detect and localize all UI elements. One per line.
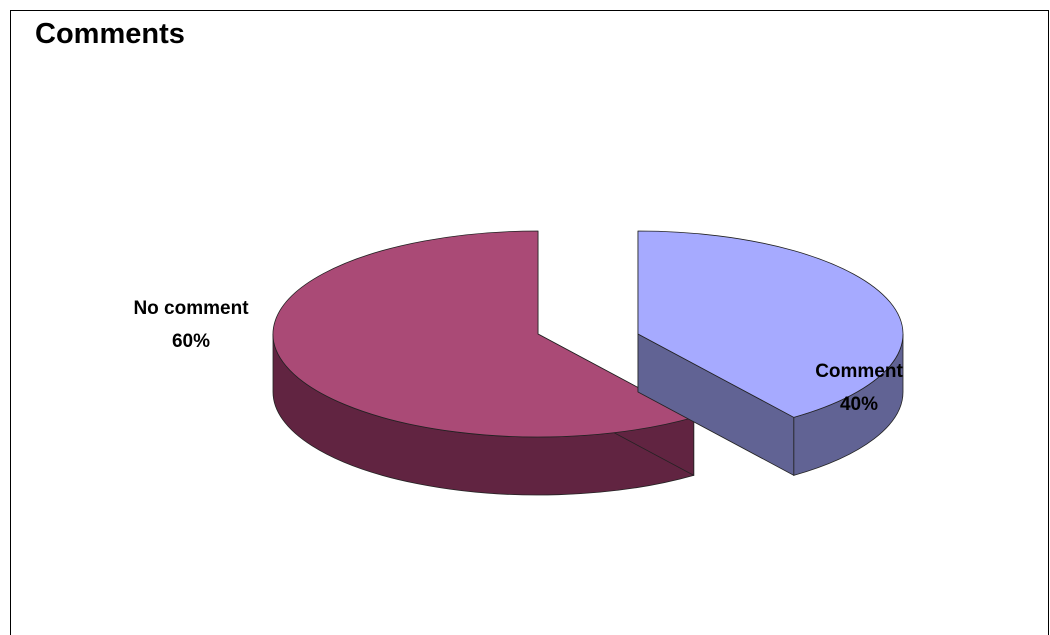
label-comment: Comment — [815, 361, 903, 382]
percent-no-comment: 60% — [172, 331, 210, 352]
chart-title: Comments — [35, 18, 185, 50]
label-no-comment: No comment — [133, 298, 249, 319]
chart-frame — [10, 10, 1049, 635]
slice-no-comment — [272, 230, 695, 438]
slice-comment — [637, 230, 904, 418]
percent-comment: 40% — [840, 394, 878, 415]
